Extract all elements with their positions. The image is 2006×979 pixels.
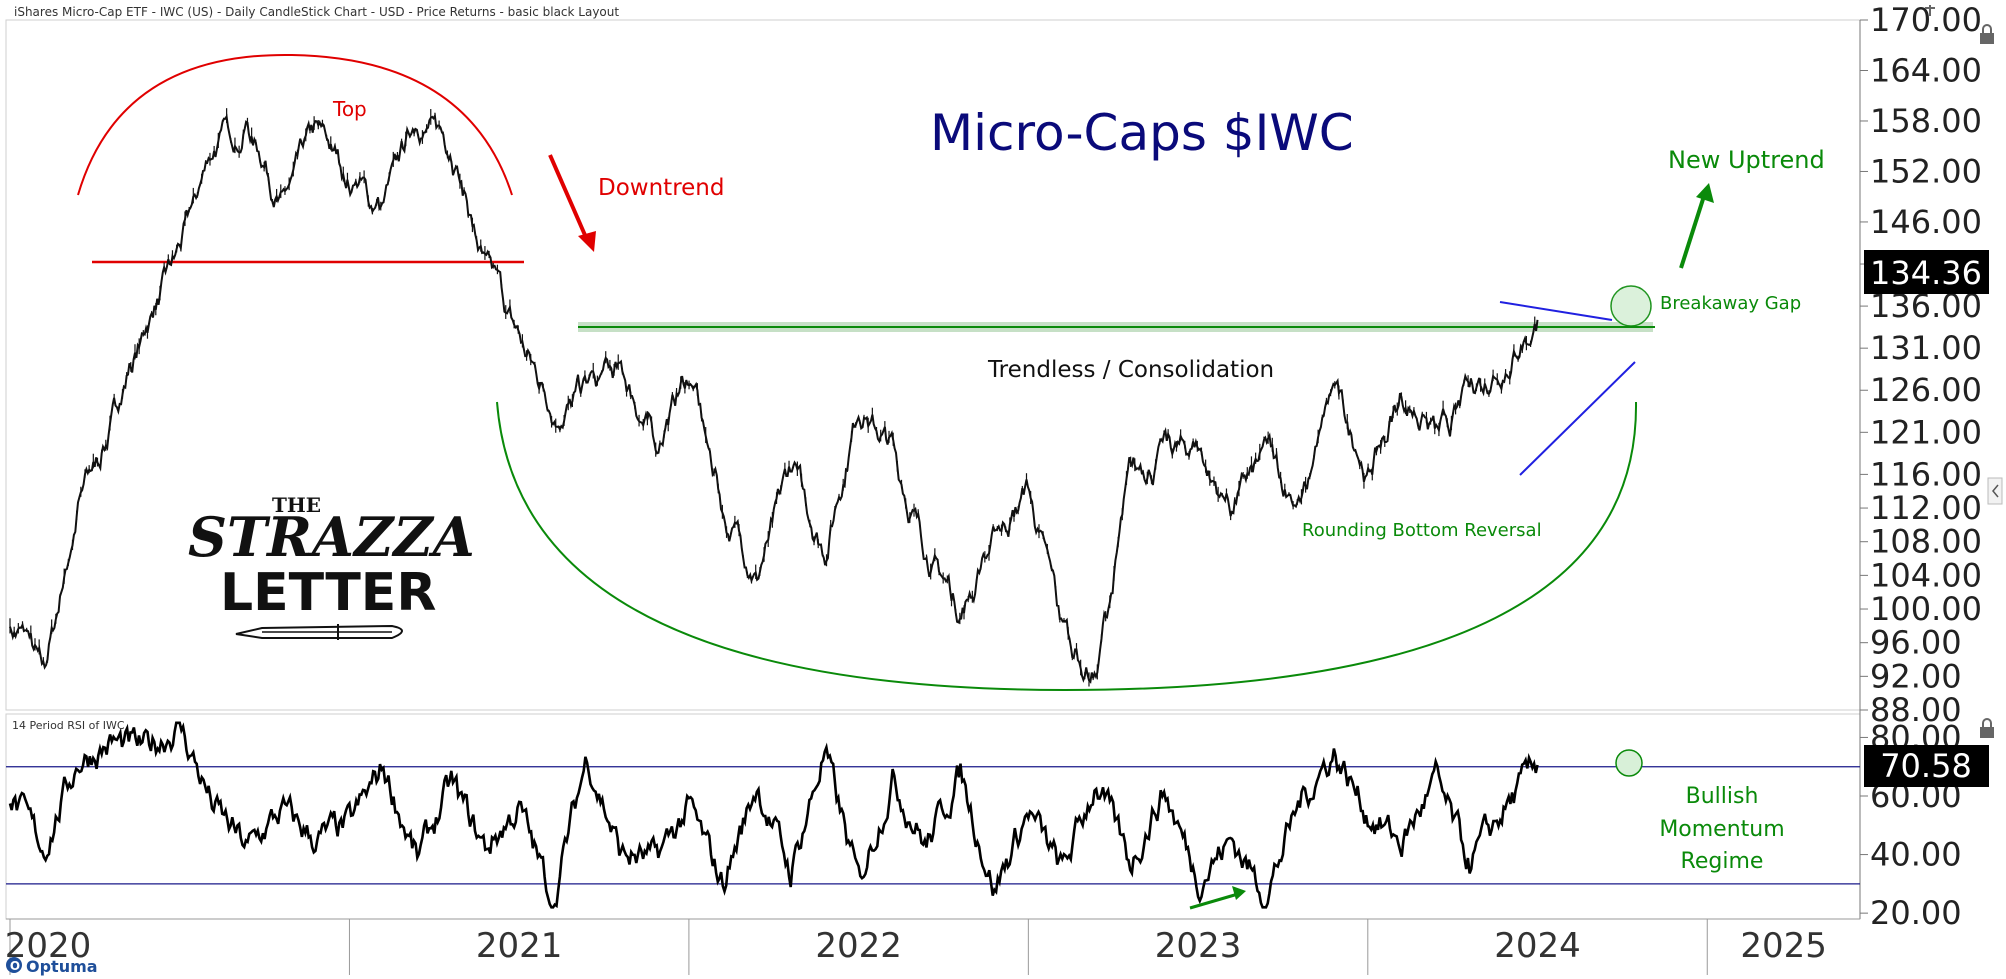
uptrend-arrow: [1681, 183, 1714, 268]
logo-letter: LETTER: [220, 563, 436, 623]
year-label: 2023: [1155, 926, 1242, 966]
logo-strazza: STRAZZA: [188, 505, 475, 569]
rounding-bottom-arc: [497, 402, 1636, 690]
rsi-tick-label: 20.00: [1870, 894, 1962, 932]
price-tick-label: 121.00: [1870, 413, 1982, 451]
chart-canvas: iShares Micro-Cap ETF - IWC (US) - Daily…: [0, 0, 2006, 979]
price-tick-label: 170.00: [1870, 1, 1982, 39]
price-tick-label: 108.00: [1870, 523, 1982, 561]
regime-label: Regime: [1681, 849, 1764, 874]
svg-text:O: O: [10, 959, 20, 973]
year-label: 2025: [1740, 926, 1827, 966]
lock-icon[interactable]: [1980, 25, 1994, 44]
optuma-brand: O Optuma: [6, 957, 98, 976]
price-tick-label: 164.00: [1870, 51, 1982, 89]
top-arc: [78, 55, 512, 195]
price-tick-label: 152.00: [1870, 152, 1982, 190]
optuma-text: Optuma: [26, 957, 98, 976]
price-tick-label: 131.00: [1870, 329, 1982, 367]
year-label: 2024: [1494, 926, 1581, 966]
consolidation-label: Trendless / Consolidation: [987, 357, 1274, 383]
price-tick-label: 96.00: [1870, 624, 1962, 662]
price-tick-label: 116.00: [1870, 455, 1982, 493]
chart-title: Micro-Caps $IWC: [930, 104, 1354, 162]
rsi-series-line: [10, 723, 1538, 908]
triangle-upper-line: [1500, 302, 1612, 320]
price-tick-label: 112.00: [1870, 489, 1982, 527]
last-price-value: 134.36: [1870, 254, 1982, 292]
downtrend-arrow: [550, 155, 596, 252]
breakaway-gap-circle: [1611, 286, 1651, 326]
collapse-chevron-icon[interactable]: [1988, 478, 2002, 504]
last-rsi-value: 70.58: [1880, 747, 1972, 785]
breakaway-gap-label: Breakaway Gap: [1660, 293, 1801, 314]
rsi-lock-icon[interactable]: [1980, 719, 1994, 738]
price-tick-label: 158.00: [1870, 102, 1982, 140]
rounding-bottom-label: Rounding Bottom Reversal: [1302, 520, 1542, 541]
new-uptrend-label: New Uptrend: [1668, 146, 1825, 174]
year-label: 2022: [815, 926, 902, 966]
rsi-panel-frame: [6, 714, 1860, 919]
price-tick-label: 92.00: [1870, 657, 1962, 695]
downtrend-label: Downtrend: [598, 175, 724, 201]
price-tick-label: 146.00: [1870, 203, 1982, 241]
momentum-label: Momentum: [1659, 817, 1784, 842]
strazza-letter-logo: THE STRAZZA LETTER: [188, 493, 475, 640]
rsi-signal-circle: [1616, 750, 1642, 776]
price-tick-label: 100.00: [1870, 590, 1982, 628]
price-tick-label: 126.00: [1870, 371, 1982, 409]
pen-icon: [236, 624, 402, 640]
price-tick-label: 104.00: [1870, 556, 1982, 594]
rsi-header: 14 Period RSI of IWC: [12, 719, 125, 732]
date-axis: 2020 2021 2022 2023 2024 2025: [5, 919, 1827, 975]
top-label: Top: [332, 97, 367, 121]
rsi-tick-label: 40.00: [1870, 836, 1962, 874]
bullish-label: Bullish: [1686, 784, 1759, 809]
year-label: 2021: [476, 926, 563, 966]
triangle-lower-line: [1520, 362, 1635, 475]
chart-header: iShares Micro-Cap ETF - IWC (US) - Daily…: [14, 5, 619, 19]
price-y-axis: 170.00164.00158.00152.00146.00141.00136.…: [1860, 1, 1982, 729]
